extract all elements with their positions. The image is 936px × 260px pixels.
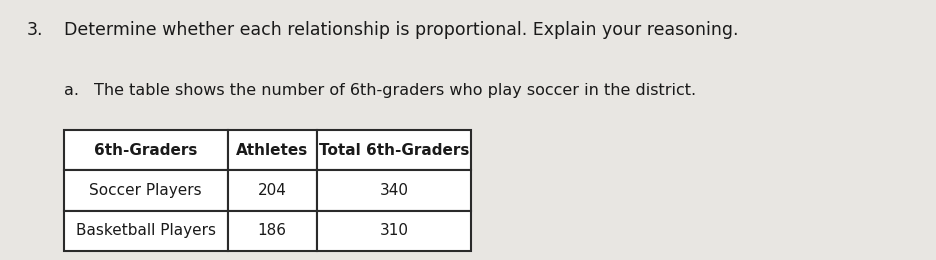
- Text: Total 6th-Graders: Total 6th-Graders: [318, 143, 469, 158]
- Bar: [227, 170, 316, 211]
- Text: Basketball Players: Basketball Players: [76, 223, 215, 238]
- Bar: [64, 211, 227, 251]
- Text: 310: 310: [379, 223, 408, 238]
- Bar: [64, 170, 227, 211]
- Text: 6th-Graders: 6th-Graders: [94, 143, 197, 158]
- Text: Soccer Players: Soccer Players: [89, 183, 202, 198]
- Text: 3.: 3.: [26, 21, 43, 39]
- Text: The table shows the number of 6th-graders who play soccer in the district.: The table shows the number of 6th-grader…: [94, 83, 695, 98]
- Bar: [227, 211, 316, 251]
- Text: Athletes: Athletes: [236, 143, 308, 158]
- Text: 186: 186: [257, 223, 286, 238]
- Text: 204: 204: [257, 183, 286, 198]
- Bar: [316, 130, 471, 170]
- Bar: [64, 130, 227, 170]
- Text: 340: 340: [379, 183, 408, 198]
- Bar: [316, 170, 471, 211]
- Bar: [316, 211, 471, 251]
- Text: Determine whether each relationship is proportional. Explain your reasoning.: Determine whether each relationship is p…: [64, 21, 738, 39]
- Text: a.: a.: [64, 83, 79, 98]
- Bar: [227, 130, 316, 170]
